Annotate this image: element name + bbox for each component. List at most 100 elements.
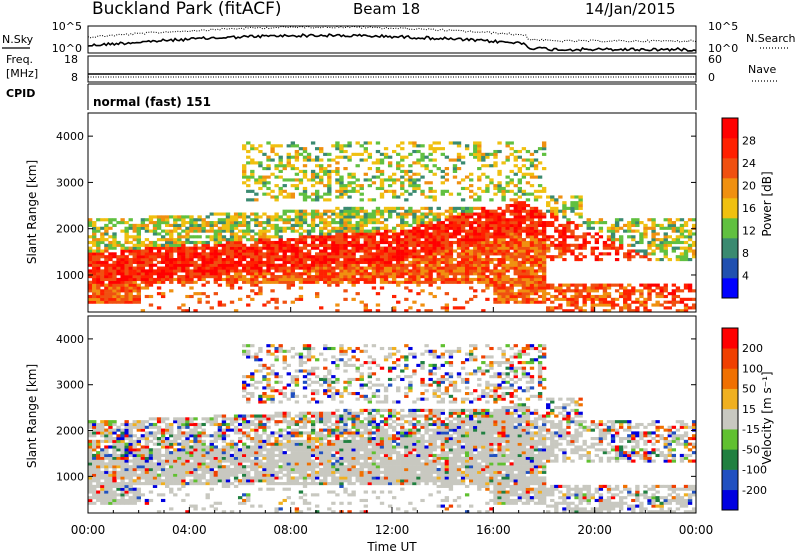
heatmap-cell [181,230,185,233]
heatmap-cell [445,281,449,284]
heatmap-cell [189,468,193,471]
heatmap-cell [100,275,104,278]
heatmap-cell [238,471,242,474]
heatmap-cell [262,255,266,258]
heatmap-cell [514,173,518,176]
heatmap-cell [279,258,283,261]
heatmap-cell [169,264,173,267]
heatmap-cell [153,258,157,261]
heatmap-cell [433,158,437,161]
heatmap-cell [530,255,534,258]
heatmap-cell [400,281,404,284]
heatmap-cell [222,269,226,272]
heatmap-cell [270,173,274,176]
heatmap-cell [165,264,169,267]
heatmap-cell [242,448,246,451]
heatmap-cell [177,448,181,451]
heatmap-cell [307,275,311,278]
heatmap-cell [534,164,538,167]
heatmap-cell [493,153,497,156]
heatmap-cell [149,465,153,468]
heatmap-cell [169,252,173,255]
heatmap-cell [428,292,432,295]
heatmap-cell [92,496,96,499]
heatmap-cell [149,278,153,281]
heatmap-cell [534,213,538,216]
heatmap-cell [92,235,96,238]
heatmap-cell [433,227,437,230]
heatmap-cell [514,267,518,270]
heatmap-cell [433,258,437,261]
heatmap-cell [262,448,266,451]
heatmap-cell [96,462,100,465]
heatmap-cell [574,207,578,210]
heatmap-cell [96,249,100,252]
heatmap-cell [193,482,197,485]
heatmap-cell [295,153,299,156]
heatmap-cell [222,278,226,281]
heatmap-cell [465,278,469,281]
heatmap-cell [100,423,104,426]
heatmap-cell [303,173,307,176]
heatmap-cell [595,286,599,289]
heatmap-cell [96,292,100,295]
heatmap-cell [538,238,542,241]
heatmap-cell [339,232,343,235]
heatmap-cell [250,284,254,287]
heatmap-cell [315,156,319,159]
heatmap-cell [173,448,177,451]
heatmap-cell [542,190,546,193]
heatmap-cell [169,451,173,454]
heatmap-cell [177,255,181,258]
heatmap-cell [145,218,149,221]
heatmap-cell [360,267,364,270]
heatmap-cell [627,230,631,233]
heatmap-cell [530,292,534,295]
heatmap-cell [428,247,432,250]
heatmap-cell [96,247,100,250]
heatmap-cell [404,221,408,224]
heatmap-cell [181,448,185,451]
heatmap-cell [197,258,201,261]
heatmap-cell [242,443,246,446]
heatmap-cell [660,292,664,295]
heatmap-cell [92,468,96,471]
heatmap-cell [688,232,692,235]
heatmap-cell [433,241,437,244]
heatmap-cell [481,224,485,227]
heatmap-cell [169,468,173,471]
heatmap-cell [307,156,311,159]
heatmap-cell [526,158,530,161]
heatmap-cell [238,437,242,440]
heatmap-cell [688,249,692,252]
heatmap-cell [315,264,319,267]
heatmap-cell [615,303,619,306]
heatmap-cell [112,224,116,227]
heatmap-cell [157,482,161,485]
heatmap-cell [469,258,473,261]
heatmap-cell [315,255,319,258]
heatmap-cell [193,272,197,275]
heatmap-cell [88,275,92,278]
heatmap-cell [469,210,473,213]
heatmap-cell [270,264,274,267]
heatmap-cell [116,429,120,432]
power-colorbar-tick: 20 [742,180,756,193]
heatmap-cell [133,468,137,471]
heatmap-cell [668,306,672,309]
heatmap-cell [104,230,108,233]
heatmap-cell [226,278,230,281]
heatmap-cell [360,247,364,250]
heatmap-cell [291,195,295,198]
heatmap-cell [449,241,453,244]
heatmap-cell [133,420,137,423]
heatmap-cell [311,218,315,221]
heatmap-cell [137,420,141,423]
heatmap-cell [526,193,530,196]
heatmap-cell [311,193,315,196]
heatmap-cell [100,490,104,493]
heatmap-cell [315,295,319,298]
heatmap-cell [441,153,445,156]
heatmap-cell [615,298,619,301]
heatmap-cell [279,264,283,267]
